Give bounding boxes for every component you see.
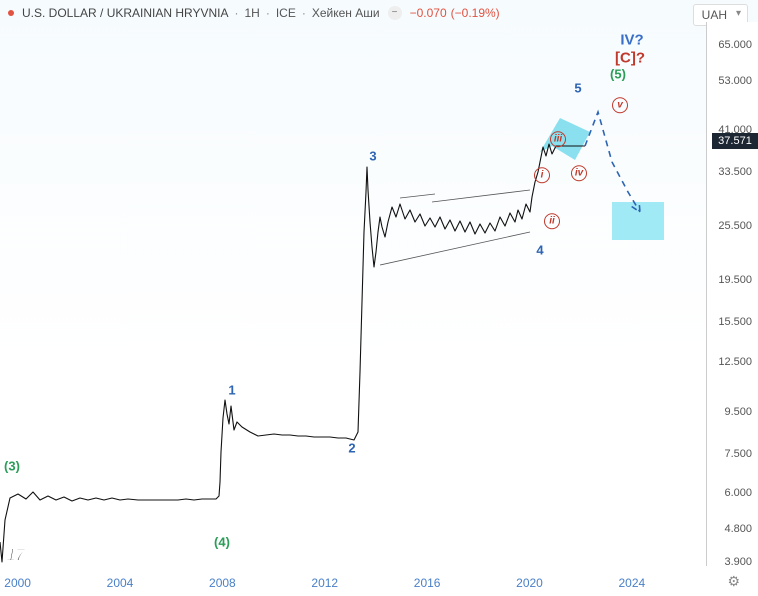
x-tick: 2016 (414, 576, 441, 590)
change-abs: −0.070 (410, 6, 447, 20)
elliott-wave-circled: iv (571, 163, 587, 181)
x-tick: 2000 (4, 576, 31, 590)
elliott-wave-label: (5) (610, 67, 626, 82)
y-tick: 19.500 (718, 274, 752, 286)
y-tick: 3.900 (724, 556, 752, 568)
elliott-wave-label: [C]? (615, 50, 645, 67)
y-tick: 4.800 (724, 523, 752, 535)
x-tick: 2020 (516, 576, 543, 590)
elliott-wave-label: 1 (228, 383, 235, 398)
elliott-wave-circled: i (534, 165, 550, 183)
chart-header: U.S. DOLLAR / UKRAINIAN HRYVNIA · 1Н · I… (8, 6, 500, 20)
chart-svg (0, 22, 706, 570)
elliott-wave-circled: iii (550, 129, 566, 147)
y-tick: 25.500 (718, 220, 752, 232)
elliott-wave-label: (3) (4, 459, 20, 474)
exchange-label: ICE (276, 6, 296, 20)
chart-plot[interactable]: (3)(4)12345(5)IV?[C]?iiiiiiivv (0, 22, 706, 570)
tradingview-logo[interactable]: 17 (6, 545, 24, 566)
elliott-wave-label: 5 (574, 81, 581, 96)
x-tick: 2012 (311, 576, 338, 590)
symbol-name[interactable]: U.S. DOLLAR / UKRAINIAN HRYVNIA (22, 6, 229, 20)
chart-type-label[interactable]: Хейкен Аши (312, 6, 380, 20)
y-tick: 65.000 (718, 39, 752, 51)
y-tick: 6.000 (724, 487, 752, 499)
y-tick: 9.500 (724, 406, 752, 418)
elliott-wave-label: 3 (369, 149, 376, 164)
status-dot (8, 10, 14, 16)
y-tick: 15.500 (718, 316, 752, 328)
elliott-wave-label: (4) (214, 535, 230, 550)
x-tick: 2004 (107, 576, 134, 590)
gear-icon[interactable]: ⚙ (727, 573, 740, 590)
price-tag: 37.571 (712, 133, 758, 149)
y-tick: 33.500 (718, 166, 752, 178)
elliott-wave-circled: v (612, 95, 628, 113)
elliott-wave-circled: ii (544, 211, 560, 229)
x-tick: 2024 (619, 576, 646, 590)
y-axis[interactable]: 65.00053.00041.00033.50025.50019.50015.5… (706, 22, 758, 566)
elliott-wave-label: IV? (620, 32, 643, 49)
elliott-wave-label: 4 (536, 243, 543, 258)
x-axis[interactable]: 2000 2004 2008 2012 2016 2020 2024 (0, 570, 706, 596)
x-tick: 2008 (209, 576, 236, 590)
interval-label[interactable]: 1Н (245, 6, 260, 20)
y-tick: 12.500 (718, 356, 752, 368)
info-icon[interactable]: − (388, 6, 402, 20)
currency-value: UAH (702, 8, 727, 22)
y-tick: 53.000 (718, 75, 752, 87)
y-tick: 7.500 (724, 448, 752, 460)
change-pct: (−0.19%) (451, 6, 500, 20)
elliott-wave-label: 2 (348, 441, 355, 456)
